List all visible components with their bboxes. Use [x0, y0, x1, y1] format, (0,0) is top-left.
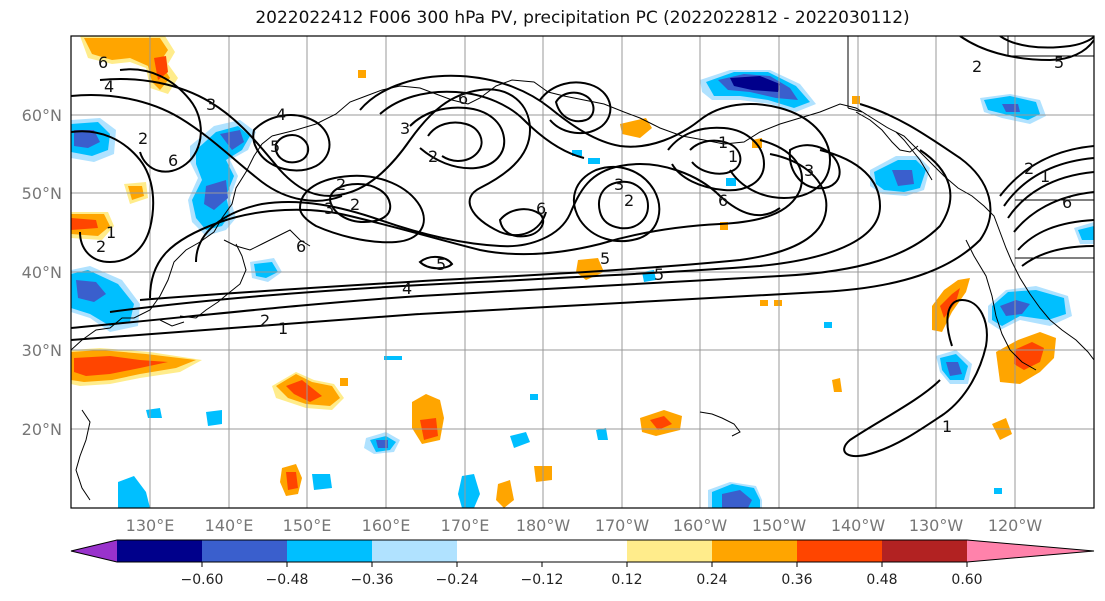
map-content: 6 4 3 2 1 6 2 4 5 2 3 2 6 5 4 2 1 3 2 6 — [71, 36, 1094, 508]
colorbar-tick-label: −0.36 — [351, 572, 394, 588]
contour-label: 1 — [1040, 167, 1050, 186]
colorbar-extend-right — [967, 540, 1094, 562]
negative-anomaly-patches — [71, 70, 1094, 508]
colorbar-segment — [117, 540, 202, 562]
colorbar-segment — [542, 540, 627, 562]
contour-label: 1 — [718, 133, 728, 152]
latitude-axis: 60°N 50°N 40°N 30°N 20°N — [22, 106, 62, 439]
contour-label: 2 — [1024, 159, 1034, 178]
contour-label: 6 — [458, 89, 468, 108]
contour-label: 6 — [718, 191, 728, 210]
lat-label-20n: 20°N — [22, 420, 62, 439]
colorbar-segment — [882, 540, 967, 562]
longitude-axis: 130°E 140°E 150°E 160°E 170°E 180°W 170°… — [126, 516, 1043, 535]
colorbar-tick-label: 0.48 — [866, 572, 897, 588]
lon-label-150w: 150°W — [752, 516, 807, 535]
contour-label: 6 — [168, 151, 178, 170]
lon-label-170e: 170°E — [441, 516, 490, 535]
contour-label: 2 — [336, 175, 346, 194]
colorbar-extend-left — [71, 540, 117, 562]
contour-labels: 6 4 3 2 1 6 2 4 5 2 3 2 6 5 4 2 1 3 2 6 — [96, 53, 1072, 436]
contour-label: 2 — [96, 237, 106, 256]
pv-contours — [71, 36, 1094, 458]
colorbar-segment — [627, 540, 712, 562]
contour-label: 2 — [972, 57, 982, 76]
colorbar-segment — [372, 540, 457, 562]
colorbar-segment — [287, 540, 372, 562]
contour-label: 3 — [614, 175, 624, 194]
lat-label-30n: 30°N — [22, 341, 62, 360]
contour-label: 2 — [260, 311, 270, 330]
contour-label: 5 — [1054, 53, 1064, 72]
colorbar-tick-label: 0.36 — [781, 572, 812, 588]
contour-label: 4 — [402, 279, 412, 298]
lat-label-50n: 50°N — [22, 184, 62, 203]
contour-label: 2 — [428, 147, 438, 166]
positive-anomaly-patches — [71, 36, 1056, 508]
lon-label-160e: 160°E — [362, 516, 411, 535]
lat-label-40n: 40°N — [22, 263, 62, 282]
colorbar-segment — [797, 540, 882, 562]
lon-label-140e: 140°E — [205, 516, 254, 535]
lon-label-120w: 120°W — [988, 516, 1043, 535]
lon-label-150e: 150°E — [283, 516, 332, 535]
contour-label: 3 — [206, 95, 216, 114]
contour-label: 3 — [804, 161, 814, 180]
colorbar-ticks — [201, 562, 968, 567]
lon-label-180w: 180°W — [516, 516, 571, 535]
lon-label-160w: 160°W — [673, 516, 728, 535]
colorbar-segment — [202, 540, 287, 562]
lon-label-130e: 130°E — [126, 516, 175, 535]
contour-label: 5 — [600, 249, 610, 268]
contour-label: 1 — [942, 417, 952, 436]
figure-title: 2022022412 F006 300 hPa PV, precipitatio… — [255, 8, 910, 28]
colorbar-outline — [70, 539, 1095, 563]
precipitation-shading — [71, 36, 1094, 508]
contour-label: 2 — [350, 195, 360, 214]
contour-label: 3 — [324, 199, 334, 218]
colorbar-tick-label: 0.24 — [696, 572, 727, 588]
contour-label: 4 — [276, 105, 286, 124]
coastlines — [71, 36, 1094, 501]
colorbar-segment — [712, 540, 797, 562]
lon-label-140w: 140°W — [831, 516, 886, 535]
contour-label: 6 — [98, 53, 108, 72]
contour-label: 1 — [106, 223, 116, 242]
map-frame — [70, 35, 1095, 509]
contour-label: 4 — [104, 77, 114, 96]
colorbar-tick-label: −0.24 — [436, 572, 479, 588]
lon-label-130w: 130°W — [909, 516, 964, 535]
colorbar-tick-label: −0.12 — [521, 572, 564, 588]
contour-label: 5 — [436, 255, 446, 274]
colorbar-tick-label: −0.60 — [181, 572, 224, 588]
lat-label-60n: 60°N — [22, 106, 62, 125]
contour-label: 6 — [536, 199, 546, 218]
contour-label: 2 — [624, 191, 634, 210]
contour-label: 5 — [270, 137, 280, 156]
colorbar-tick-label: 0.60 — [951, 572, 982, 588]
contour-label: 5 — [654, 265, 664, 284]
contour-label: 2 — [138, 129, 148, 148]
colorbar-tick-label: −0.48 — [266, 572, 309, 588]
contour-label: 1 — [278, 319, 288, 338]
colorbar: −0.60 −0.48 −0.36 −0.24 −0.12 0.12 0.24 … — [70, 539, 1095, 588]
contour-label: 6 — [1062, 193, 1072, 212]
colorbar-tick-label: 0.12 — [611, 572, 642, 588]
colorbar-segment — [457, 540, 542, 562]
contour-label: 6 — [296, 237, 306, 256]
contour-label: 3 — [400, 119, 410, 138]
lon-label-170w: 170°W — [595, 516, 650, 535]
contour-label: 1 — [728, 147, 738, 166]
